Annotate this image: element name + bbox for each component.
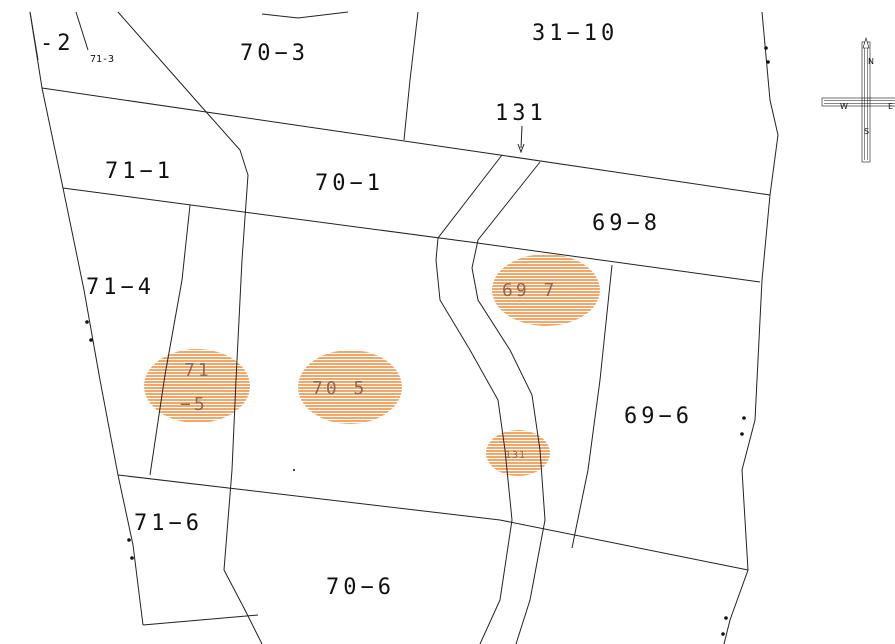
highlight-label-69-7: 69 7 — [502, 280, 557, 301]
compass-rose-icon: N S W E — [821, 36, 895, 163]
highlight-label-70-5: 70 5 — [312, 378, 367, 399]
compass-south: S — [864, 127, 869, 136]
parcel-label-70-6: 70−6 — [326, 575, 395, 600]
parcel-label-31-10: 31−10 — [532, 21, 618, 46]
highlight-69-7[interactable] — [492, 254, 600, 326]
compass-west: W — [840, 102, 848, 111]
highlight-70-5[interactable] — [298, 350, 402, 424]
road-label-131: 131 — [495, 101, 547, 126]
parcel-label-70-3: 70−3 — [240, 41, 309, 66]
boundary-dots — [85, 46, 770, 636]
parcel-label-2: -2 — [40, 31, 75, 56]
highlight-label-road: 131 — [505, 450, 526, 461]
highlight-label-71-5-top: 71 — [184, 360, 212, 381]
compass-east: E — [888, 102, 893, 111]
parcel-label-71-1: 71−1 — [105, 159, 174, 184]
parcel-label-69-8: 69−8 — [592, 211, 661, 236]
road-131[interactable] — [435, 154, 546, 644]
parcel-label-71-6: 71−6 — [134, 511, 203, 536]
parcel-label-69-6: 69−6 — [624, 404, 693, 429]
road-pointer-arrow — [520, 125, 523, 149]
highlight-71-5[interactable] — [144, 349, 250, 423]
parcel-label-71-3: 71-3 — [90, 54, 114, 65]
parcel-boundaries — [29, 11, 779, 644]
highlight-label-71-5-bottom: −5 — [180, 394, 208, 415]
highlight-road-131[interactable] — [486, 430, 550, 476]
parcel-label-71-4: 71−4 — [86, 275, 155, 300]
compass-north: N — [868, 57, 874, 66]
parcel-label-70-1: 70−1 — [315, 171, 384, 196]
